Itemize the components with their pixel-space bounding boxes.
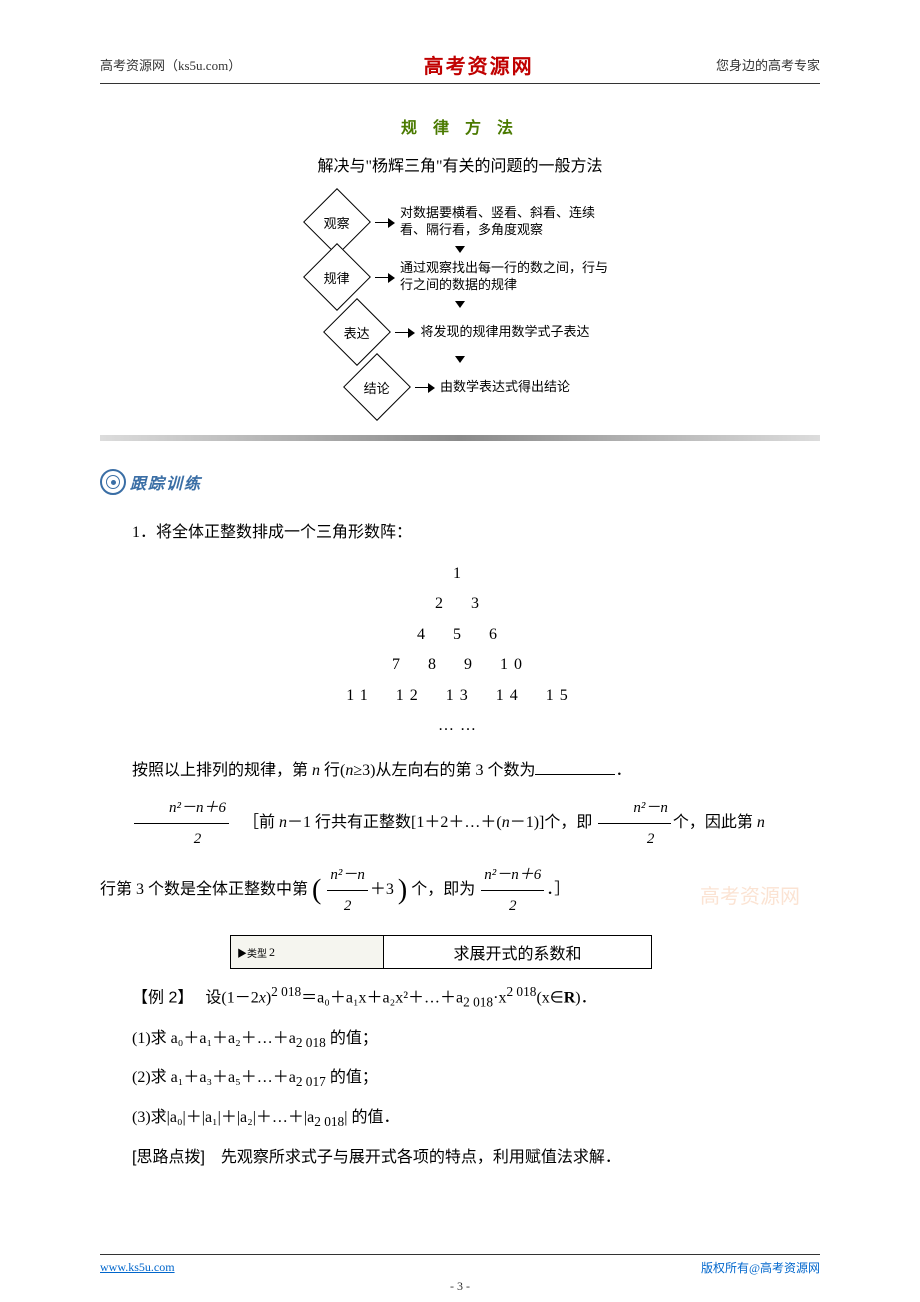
method-title: 解决与"杨辉三角"有关的问题的一般方法: [100, 152, 820, 176]
type-cell-right: 求展开式的系数和: [384, 936, 651, 968]
answer-fraction: n²－n＋6 2: [134, 793, 229, 854]
flow-row-3: 表达 将发现的规律用数学式子表达: [325, 304, 594, 360]
page-number: - 3 -: [450, 1279, 470, 1294]
triangle-array: 1 2 3 4 5 6 7 8 9 10 11 12 13 14 15 ……: [100, 559, 820, 741]
expl-frac-3: n²－n＋6 2: [481, 860, 544, 921]
type-box: ▶类型2 求展开式的系数和: [230, 935, 652, 969]
target-icon: [100, 469, 126, 495]
ex2-stem: 【例 2】 设(1－2x)2 018＝a₀＋a₁x＋a₂x²＋…＋a2 018·…: [100, 979, 820, 1016]
hint-label: [思路点拨]: [132, 1149, 205, 1166]
q1-question: 按照以上排列的规律，第 n 行(n≥3)从左向右的第 3 个数为．: [100, 755, 820, 787]
page: 高考资源网（ks5u.com） 高考资源网 您身边的高考专家 规 律 方 法 解…: [0, 0, 920, 1302]
expl-frac-1: n²－n 2: [598, 793, 671, 854]
page-header: 高考资源网（ks5u.com） 高考资源网 您身边的高考专家: [100, 50, 820, 83]
tri-row: 11 12 13 14 15: [100, 681, 820, 711]
flow-desc-4: 由数学表达式得出结论: [435, 376, 575, 399]
page-footer: www.ks5u.com 版权所有@高考资源网 - 3 -: [100, 1248, 820, 1276]
flow-node-4: 结论: [343, 353, 411, 421]
header-brand: 高考资源网: [424, 50, 534, 79]
footer-copyright: 版权所有@高考资源网: [701, 1259, 820, 1276]
flow-arrow-r-4: [415, 387, 429, 388]
divider-gradient: [100, 435, 820, 441]
header-right: 您身边的高考专家: [716, 55, 820, 74]
header-rule: [100, 83, 820, 84]
ex2-part3: (3)求|a₀|＋|a₁|＋|a₂|＋…＋|a2 018| 的值．: [100, 1102, 820, 1136]
flowchart: 观察 对数据要横看、竖看、斜看、连续看、隔行看，多角度观察 规律 通过观察找出每…: [100, 194, 820, 415]
track-text: 跟踪训练: [130, 470, 202, 494]
expl-frac-2: n²－n 2: [327, 860, 368, 921]
flow-arrow-r-1: [375, 222, 389, 223]
example-label: 【例 2】: [132, 990, 185, 1007]
footer-url[interactable]: www.ks5u.com: [100, 1260, 175, 1275]
method-block: 规 律 方 法 解决与"杨辉三角"有关的问题的一般方法 观察 对数据要横看、竖看…: [100, 114, 820, 415]
flow-desc-1: 对数据要横看、竖看、斜看、连续看、隔行看，多角度观察: [395, 202, 615, 242]
ex2-part2: (2)求 a₁＋a₃＋a₅＋…＋a2 017 的值；: [100, 1062, 820, 1096]
flow-arrow-r-2: [375, 277, 389, 278]
tri-row: 7 8 9 10: [100, 650, 820, 680]
q1-answer-cont: 行第 3 个数是全体正整数中第 ( n²－n 2 ＋3 ) 个，即为 n²－n＋…: [100, 860, 820, 921]
flow-arrow-r-3: [395, 332, 409, 333]
ex2-hint: [思路点拨] 先观察所求式子与展开式各项的特点，利用赋值法求解．: [100, 1142, 820, 1174]
header-left: 高考资源网（ks5u.com）: [100, 55, 241, 74]
q1-intro: 1．将全体正整数排成一个三角形数阵：: [100, 517, 820, 549]
flow-row-4: 结论 由数学表达式得出结论: [345, 359, 575, 415]
track-label: 跟踪训练: [100, 469, 202, 495]
tri-row: 4 5 6: [100, 620, 820, 650]
type-cell-left: ▶类型2: [231, 936, 384, 968]
flow-row-1: 观察 对数据要横看、竖看、斜看、连续看、隔行看，多角度观察: [305, 194, 615, 250]
answer-blank: [535, 774, 615, 775]
q1-answer: n²－n＋6 2 ［前 n－1 行共有正整数[1＋2＋…＋(n－1)]个，即 n…: [100, 793, 820, 854]
tri-row: 1: [100, 559, 820, 589]
tri-row: ……: [100, 711, 820, 741]
tri-row: 2 3: [100, 589, 820, 619]
footer-rule: [100, 1254, 820, 1255]
flow-desc-2: 通过观察找出每一行的数之间，行与行之间的数据的规律: [395, 257, 615, 297]
flow-desc-3: 将发现的规律用数学式子表达: [415, 321, 594, 344]
ex2-part1: (1)求 a₀＋a₁＋a₂＋…＋a2 018 的值；: [100, 1023, 820, 1057]
method-label: 规 律 方 法: [401, 114, 519, 138]
flow-row-2: 规律 通过观察找出每一行的数之间，行与行之间的数据的规律: [305, 249, 615, 305]
flow-node-2: 规律: [303, 243, 371, 311]
